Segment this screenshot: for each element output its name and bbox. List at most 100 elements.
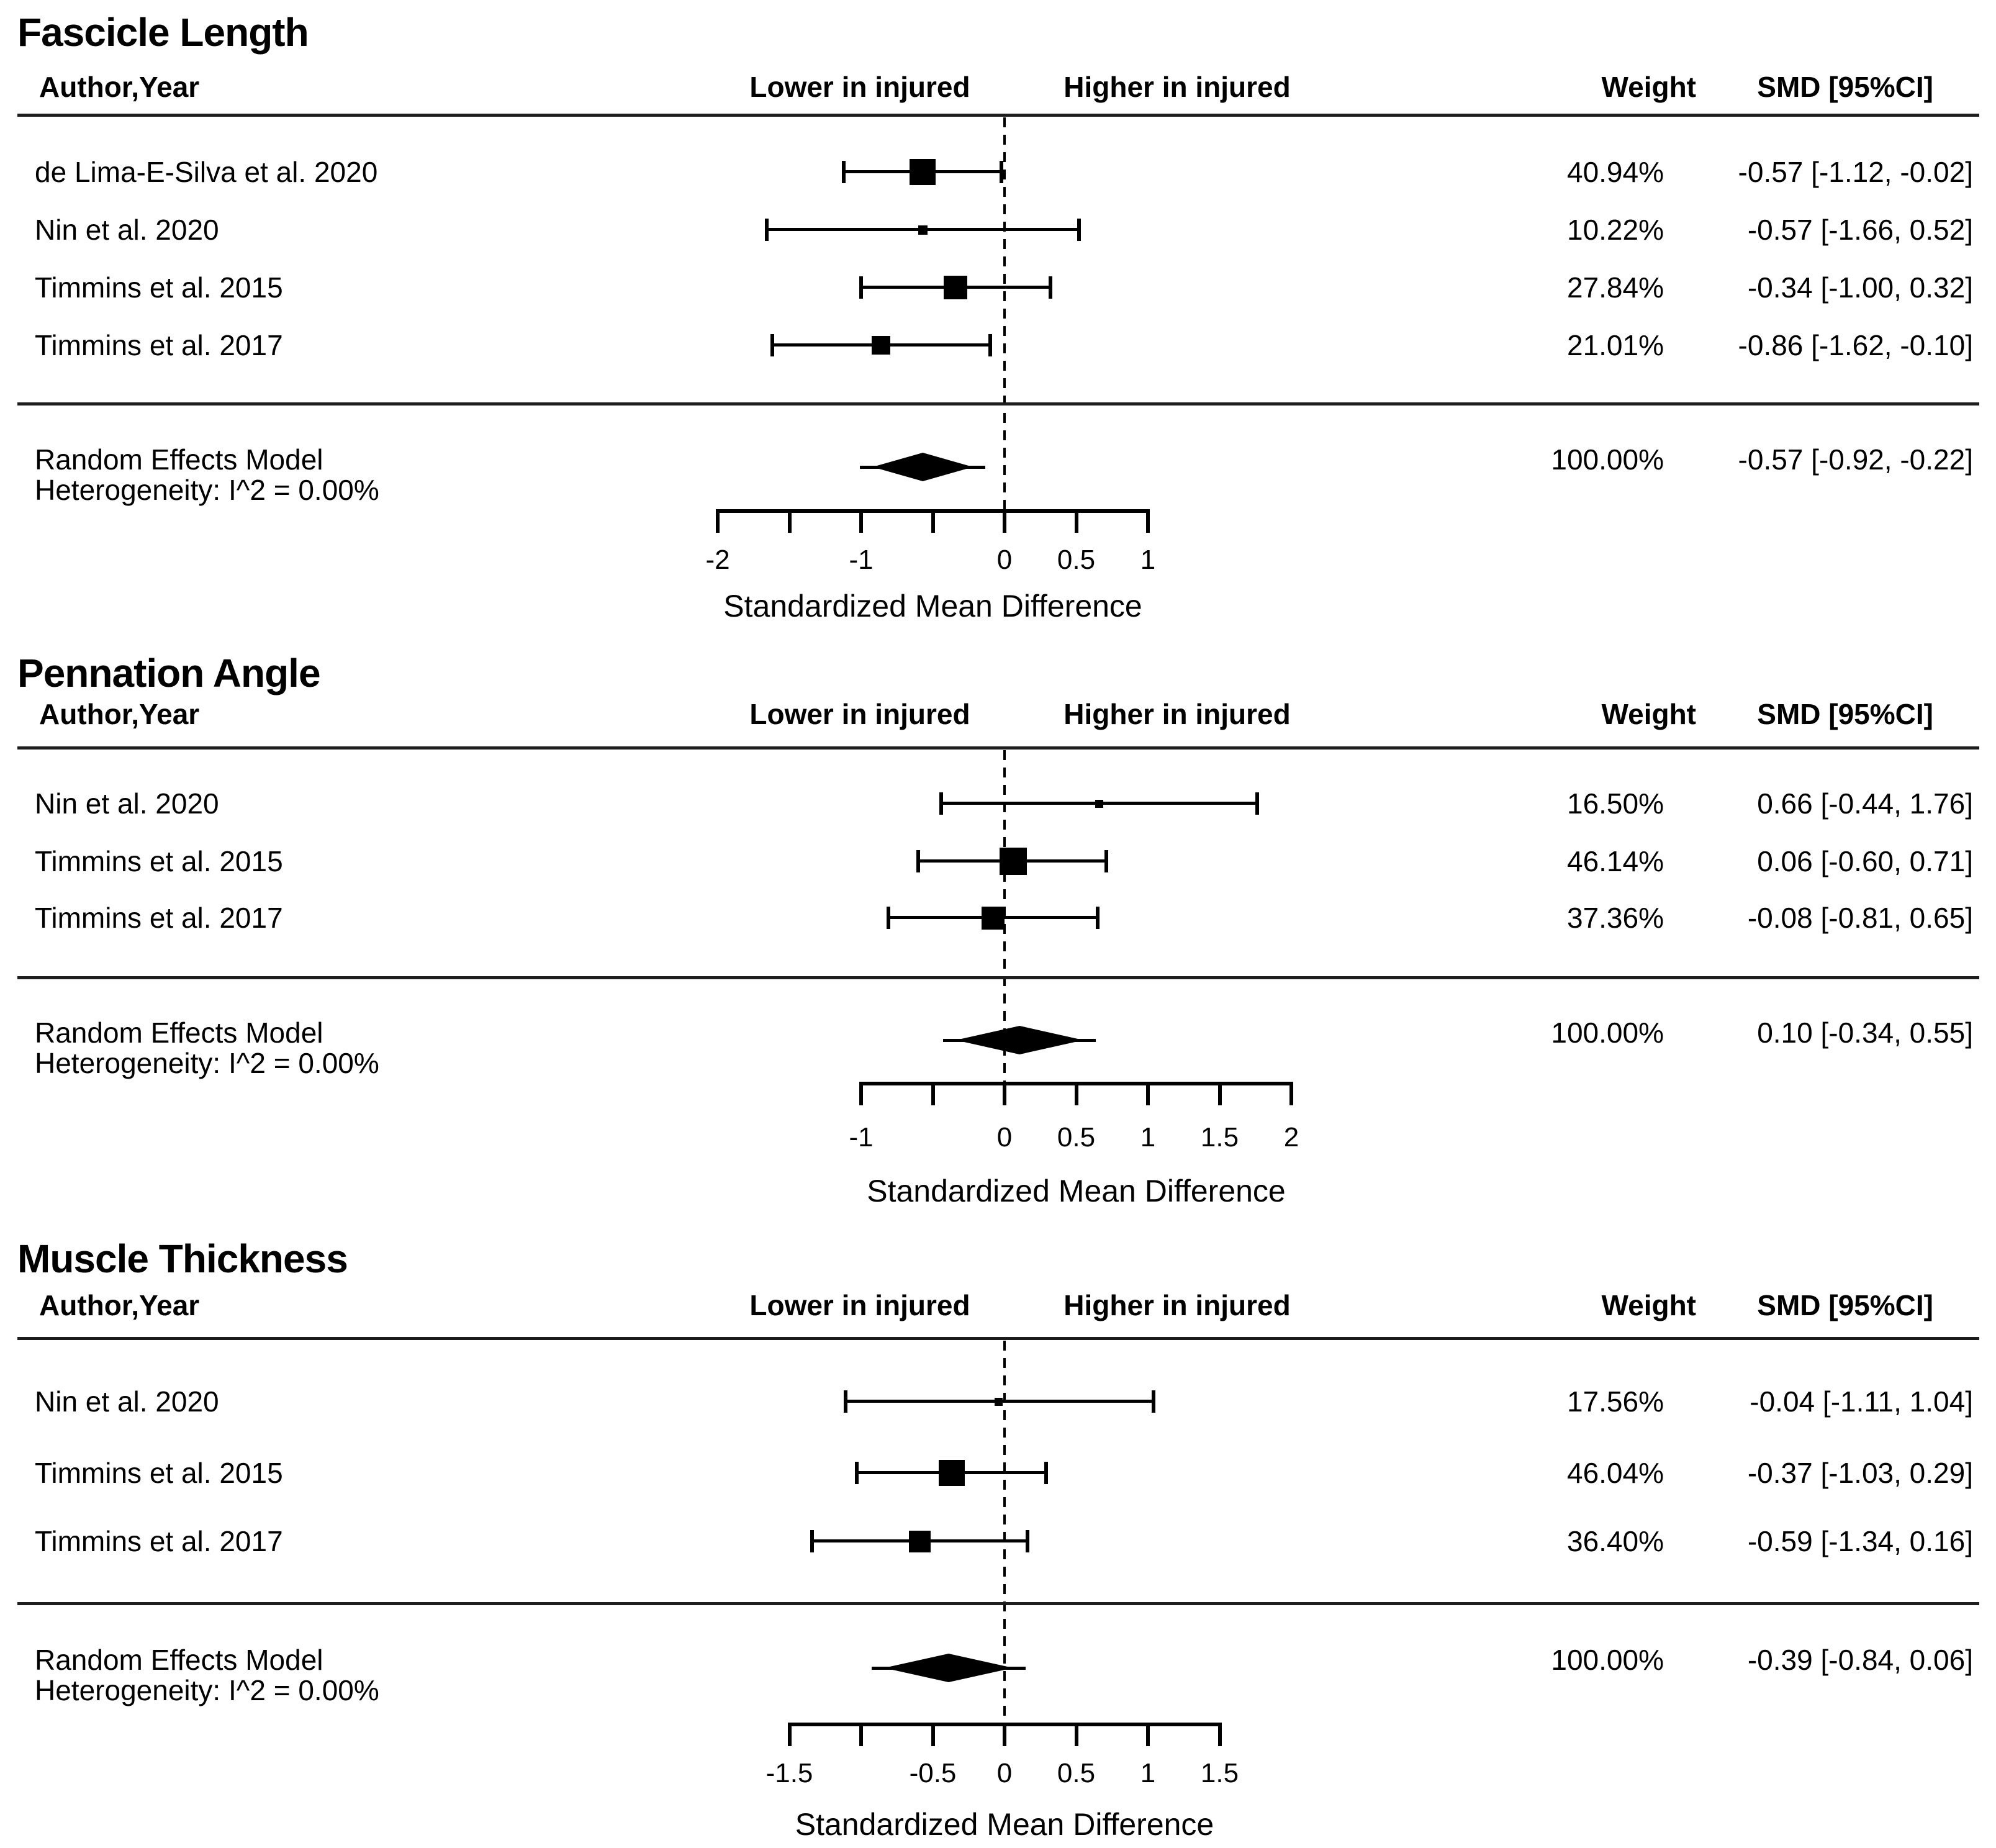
ci-cap-left (764, 219, 769, 241)
axis-tick-label: -0.5 (909, 1758, 957, 1788)
study-label: Timmins et al. 2015 (35, 845, 283, 877)
smd-ci-value: -0.37 [-1.03, 0.29] (1747, 1457, 1973, 1489)
weight-value: 21.01% (1566, 329, 1664, 361)
study-label: Timmins et al. 2017 (35, 902, 283, 934)
col-header-higher-in-injured: Higher in injured (1063, 698, 1291, 730)
smd-ci-value: -0.04 [-1.11, 1.04] (1750, 1385, 1973, 1418)
study-label: Timmins et al. 2015 (35, 271, 283, 304)
axis-tick (931, 1723, 935, 1746)
summary-rule (17, 402, 1979, 405)
axis-tick (1074, 509, 1078, 533)
axis-tick (1003, 1723, 1006, 1746)
axis-tick (1146, 1082, 1150, 1105)
col-header-author: Author,Year (39, 698, 200, 730)
axis-tick (1146, 1723, 1150, 1746)
ci-cap-left (859, 276, 863, 299)
point-estimate-marker (1095, 799, 1103, 808)
axis-tick (1146, 509, 1150, 533)
ci-cap-right (1077, 219, 1082, 241)
axis-tick (859, 1723, 863, 1746)
smd-ci-value: -0.86 [-1.62, -0.10] (1738, 329, 1973, 361)
axis-tick (859, 1082, 863, 1105)
weight-value: 36.40% (1566, 1525, 1664, 1557)
point-estimate-marker (872, 336, 891, 355)
zero-reference-line (1003, 1341, 1006, 1723)
weight-value: 27.84% (1566, 271, 1664, 304)
ci-cap-left (770, 334, 774, 356)
axis-tick-label: -1.5 (765, 1758, 813, 1788)
point-estimate-marker (999, 848, 1027, 875)
ci-cap-right (988, 334, 992, 356)
study-label: de Lima-E-Silva et al. 2020 (35, 156, 378, 188)
ci-cap-left (810, 1530, 815, 1552)
smd-ci-value: -0.59 [-1.34, 0.16] (1747, 1525, 1973, 1557)
col-header-smd: SMD [95%CI] (1757, 1289, 1933, 1321)
axis-tick-label: 1 (1140, 1758, 1156, 1788)
summary-rule (17, 1602, 1979, 1605)
header-rule (17, 114, 1979, 117)
summary-diamond (883, 1654, 1013, 1682)
study-label: Timmins et al. 2017 (35, 329, 283, 361)
summary-rule (17, 976, 1979, 979)
col-header-higher-in-injured: Higher in injured (1063, 71, 1291, 103)
weight-value: 46.14% (1566, 845, 1664, 877)
axis-tick (787, 509, 792, 533)
weight-value: 17.56% (1566, 1385, 1664, 1418)
axis-tick (1074, 1082, 1078, 1105)
summary-smd-ci-value: -0.57 [-0.92, -0.22] (1738, 443, 1973, 476)
axis-tick (931, 509, 935, 533)
axis-tick (1217, 1723, 1222, 1746)
header-rule (17, 1337, 1979, 1340)
axis-tick (1003, 1082, 1006, 1105)
axis-tick-label: 0 (996, 545, 1013, 575)
weight-value: 46.04% (1566, 1457, 1664, 1489)
axis-tick (1003, 509, 1006, 533)
study-label: Timmins et al. 2017 (35, 1525, 283, 1557)
ci-cap-left (916, 850, 921, 872)
weight-value: 40.94% (1566, 156, 1664, 188)
axis-tick (931, 1082, 935, 1105)
point-estimate-marker (938, 1460, 965, 1486)
summary-label: Random Effects Model (35, 443, 323, 476)
axis-tick-label: 0.5 (1057, 1758, 1096, 1788)
axis-title: Standardized Mean Difference (795, 1807, 1214, 1842)
ci-cap-right (1096, 907, 1100, 929)
summary-weight-value: 100.00% (1551, 1644, 1664, 1676)
col-header-smd: SMD [95%CI] (1757, 71, 1933, 103)
section-title: Muscle Thickness (17, 1236, 348, 1281)
axis-tick-label: -1 (849, 1122, 874, 1153)
smd-ci-value: -0.57 [-1.12, -0.02] (1738, 156, 1973, 188)
col-header-weight: Weight (1601, 71, 1696, 103)
col-header-author: Author,Year (39, 1289, 200, 1321)
weight-value: 10.22% (1566, 214, 1664, 246)
smd-ci-value: 0.66 [-0.44, 1.76] (1757, 787, 1973, 820)
axis-tick-label: 0 (996, 1758, 1013, 1788)
col-header-lower-in-injured: Lower in injured (749, 71, 970, 103)
summary-diamond (872, 453, 973, 481)
smd-ci-value: 0.06 [-0.60, 0.71] (1757, 845, 1973, 877)
summary-weight-value: 100.00% (1551, 443, 1664, 476)
point-estimate-marker (909, 1530, 931, 1552)
axis-tick (787, 1723, 792, 1746)
point-estimate-marker (944, 276, 968, 299)
axis-tick-label: 0.5 (1057, 545, 1096, 575)
ci-cap-left (843, 1390, 847, 1413)
ci-cap-right (1104, 850, 1108, 872)
heterogeneity-label: Heterogeneity: I^2 = 0.00% (35, 474, 379, 506)
ci-cap-left (842, 161, 846, 183)
section-title: Pennation Angle (17, 651, 321, 695)
axis-tick-label: 0 (996, 1122, 1013, 1153)
point-estimate-marker (995, 1397, 1003, 1406)
axis-tick-label: 0.5 (1057, 1122, 1096, 1153)
summary-diamond (955, 1026, 1084, 1054)
col-header-weight: Weight (1601, 1289, 1696, 1321)
ci-cap-left (939, 792, 944, 815)
col-header-author: Author,Year (39, 71, 200, 103)
weight-value: 37.36% (1566, 902, 1664, 934)
study-label: Nin et al. 2020 (35, 214, 219, 246)
smd-ci-value: -0.57 [-1.66, 0.52] (1747, 214, 1973, 246)
axis-tick (1217, 1082, 1222, 1105)
smd-ci-value: -0.08 [-0.81, 0.65] (1747, 902, 1973, 934)
col-header-lower-in-injured: Lower in injured (749, 1289, 970, 1321)
